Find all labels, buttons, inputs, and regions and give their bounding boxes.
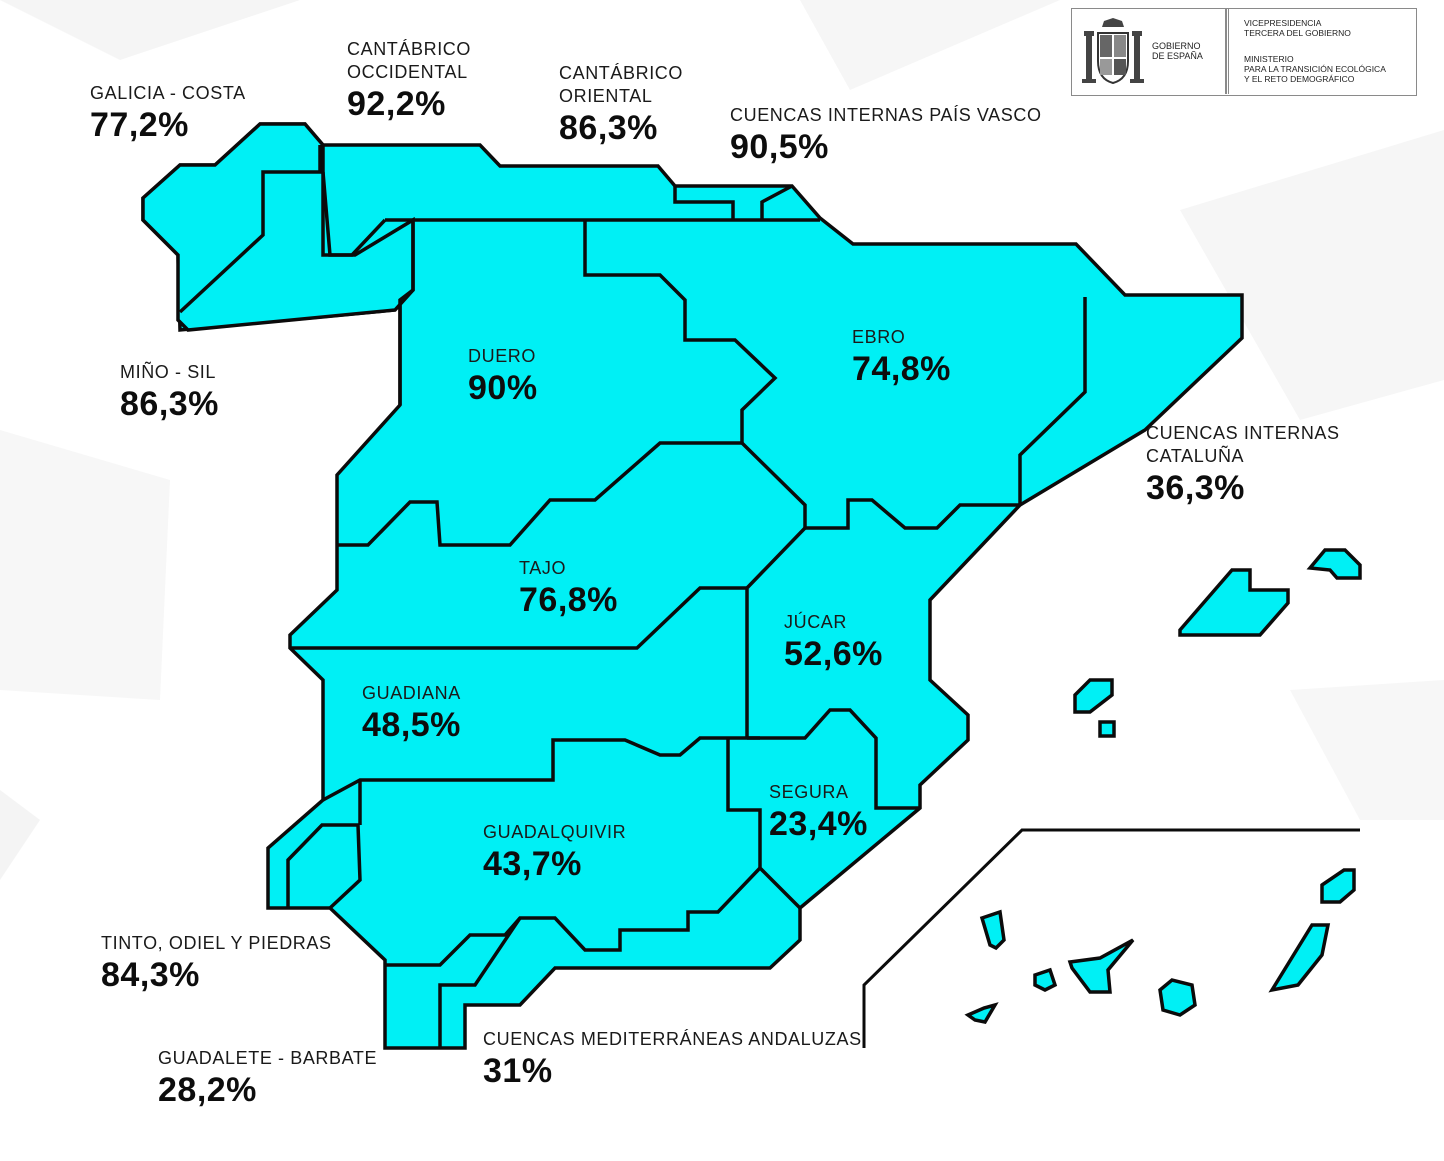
basin-name: CANTÁBRICO OCCIDENTAL [347,39,472,82]
basin-value: 90% [468,369,538,407]
basin-value: 36,3% [1146,469,1245,507]
label-tajo: TAJO 76,8% [519,557,618,617]
basin-value: 48,5% [362,706,461,744]
basin-name: JÚCAR [784,612,848,632]
canary-fuerteventura [1268,923,1331,993]
basin-name: GUADALQUIVIR [483,822,627,842]
label-cataluna: CUENCAS INTERNAS CATALUÑA 36,3% [1146,422,1340,505]
coat-of-arms-icon [1082,18,1144,85]
basin-name: GUADIANA [362,683,461,703]
basin-value: 92,2% [347,85,446,123]
logo-divider [1225,9,1227,94]
balearic-menorca [1306,548,1362,580]
label-mino-sil: MIÑO - SIL 86,3% [120,361,219,421]
basin-value: 86,3% [120,385,219,423]
basin-value: 23,4% [769,805,868,843]
basin-value: 90,5% [730,128,829,166]
label-guadiana: GUADIANA 48,5% [362,682,461,742]
label-guadalquivir: GUADALQUIVIR 43,7% [483,821,626,881]
basin-name: TAJO [519,558,567,578]
label-mediterraneas: CUENCAS MEDITERRÁNEAS ANDALUZAS 31% [483,1028,862,1088]
canary-hierro [964,1002,999,1024]
government-name: GOBIERNO DE ESPAÑA [1152,41,1203,61]
basin-value: 84,3% [101,956,200,994]
label-guadalete: GUADALETE - BARBATE 28,2% [158,1047,377,1107]
label-pais-vasco: CUENCAS INTERNAS PAÍS VASCO 90,5% [730,104,1042,164]
basin-value: 86,3% [559,109,658,147]
label-ebro: EBRO 74,8% [852,326,951,386]
ministry-label: MINISTERIO PARA LA TRANSICIÓN ECOLÓGICA … [1244,54,1386,84]
label-duero: DUERO 90% [468,345,538,405]
canary-tenerife [1067,938,1135,994]
basin-name: CANTÁBRICO ORIENTAL [559,63,684,106]
basin-value: 31% [483,1052,553,1090]
canary-lanzarote [1320,868,1356,904]
galicia-fill [141,122,415,332]
label-cantabrico-occidental: CANTÁBRICO OCCIDENTAL 92,2% [347,38,471,121]
basin-name: SEGURA [769,782,849,802]
balearic-formentera [1098,720,1116,738]
basin-name: TINTO, ODIEL Y PIEDRAS [101,933,332,953]
canary-gomera [1033,967,1058,992]
basin-value: 52,6% [784,635,883,673]
basin-name: MIÑO - SIL [120,362,217,382]
basin-name: CUENCAS INTERNAS CATALUÑA [1146,423,1340,466]
basin-name: DUERO [468,346,537,366]
basin-name: GALICIA - COSTA [90,83,246,103]
basin-value: 43,7% [483,845,582,883]
basin-borders [178,145,1087,1048]
basin-value: 77,2% [90,106,189,144]
basin-name: CUENCAS MEDITERRÁNEAS ANDALUZAS [483,1029,862,1049]
basin-value: 74,8% [852,350,951,388]
canary-la-palma [979,909,1006,951]
basin-value: 76,8% [519,581,618,619]
label-tinto-odiel: TINTO, ODIEL Y PIEDRAS 84,3% [101,932,332,992]
label-galicia-costa: GALICIA - COSTA 77,2% [90,82,246,142]
basin-name: EBRO [852,327,906,347]
logo-divider [1228,9,1229,94]
government-logo: GOBIERNO DE ESPAÑA VICEPRESIDENCIA TERCE… [1071,8,1417,96]
label-cantabrico-oriental: CANTÁBRICO ORIENTAL 86,3% [559,62,683,145]
canary-inset-frame [862,828,1360,1048]
basin-name: CUENCAS INTERNAS PAÍS VASCO [730,105,1042,125]
basin-value: 28,2% [158,1071,257,1109]
canary-gran-canaria [1158,978,1197,1017]
balearic-mallorca [1178,568,1290,637]
balearic-ibiza [1073,678,1114,714]
vicepresidency-label: VICEPRESIDENCIA TERCERA DEL GOBIERNO [1244,18,1351,38]
label-jucar: JÚCAR 52,6% [784,611,883,671]
label-segura: SEGURA 23,4% [769,781,868,841]
basin-name: GUADALETE - BARBATE [158,1048,378,1068]
